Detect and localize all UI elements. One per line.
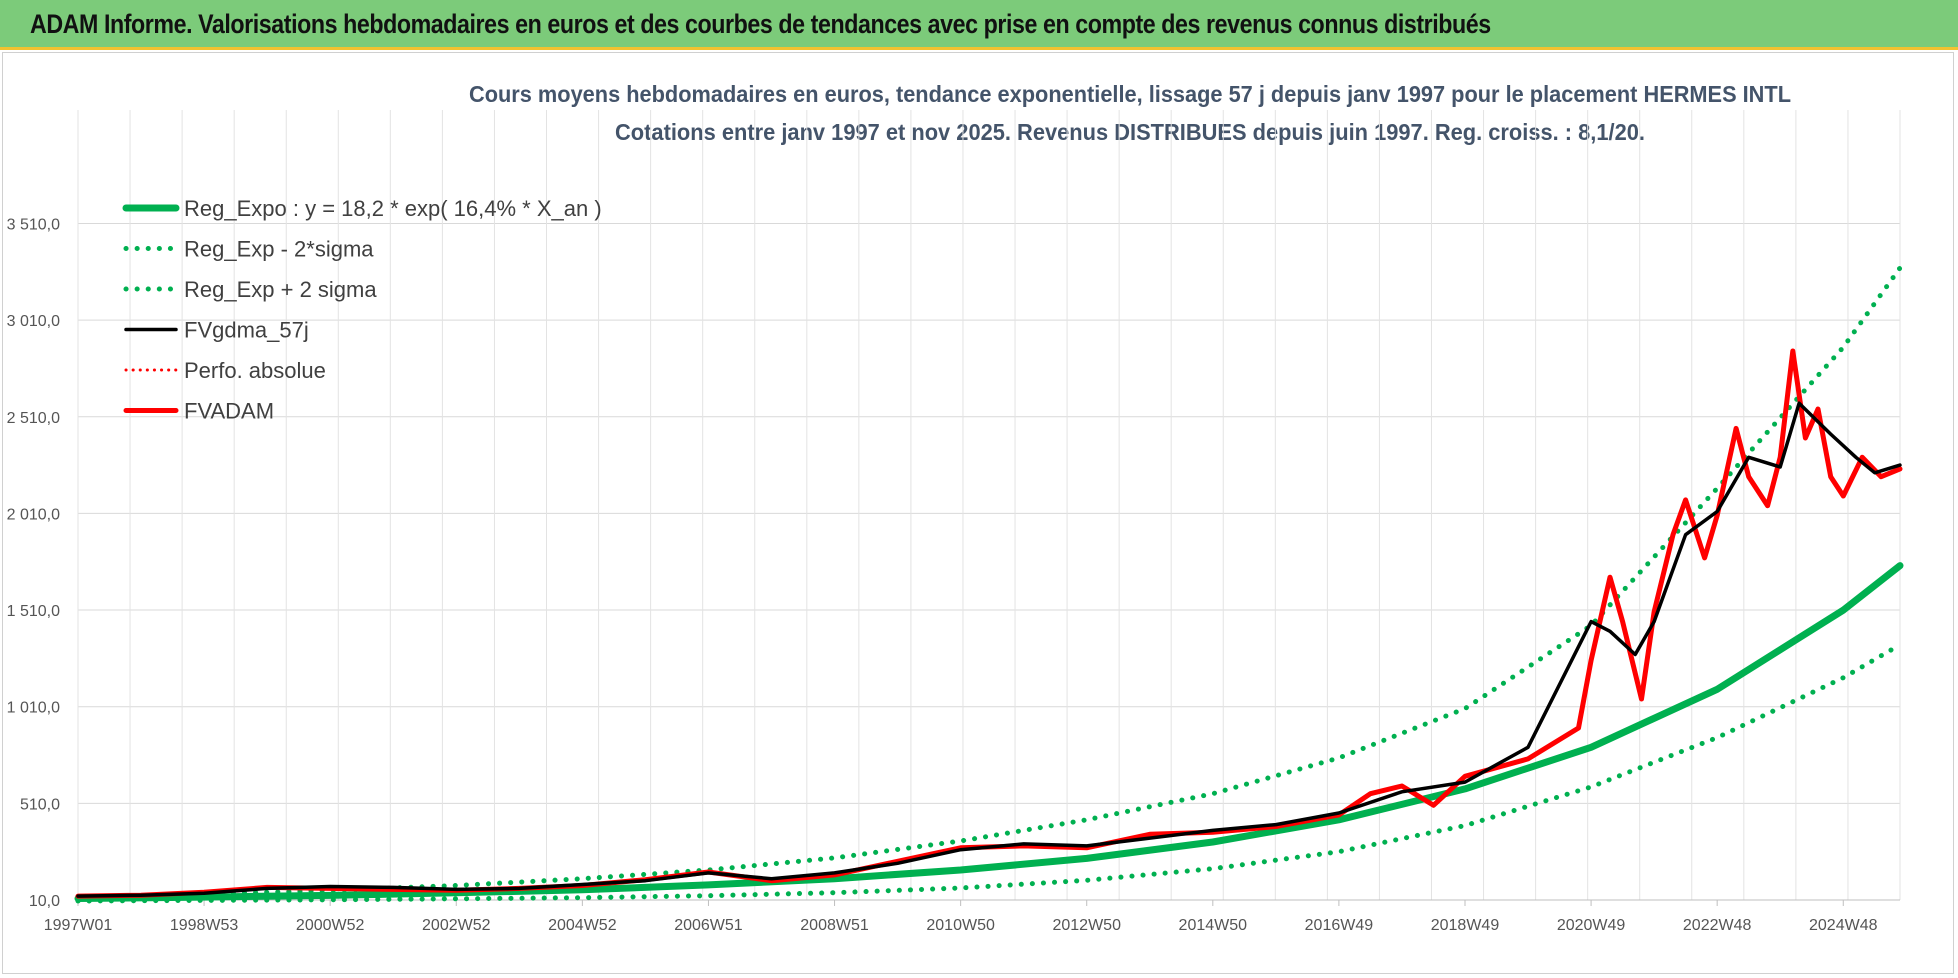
x-tick-label: 2024W48 xyxy=(1809,917,1878,934)
legend-label-1: Reg_Exp - 2*sigma xyxy=(184,237,374,262)
legend-label-2: Reg_Exp + 2 sigma xyxy=(184,277,377,302)
y-axis-ticks: 10,0 510,0 1 010,0 1 510,0 2 010,0 2 510,0 3 0… xyxy=(7,216,60,910)
series-line-0 xyxy=(74,562,1904,902)
x-tick-label: 2016W49 xyxy=(1305,917,1374,934)
chart-frame xyxy=(2,52,1954,974)
x-tick-label: 2008W51 xyxy=(800,917,869,934)
header-title: ADAM Informe. Valorisations hebdomadaire… xyxy=(30,9,1491,39)
series-line-5 xyxy=(75,348,1903,899)
y-tick-label: 1 510,0 xyxy=(7,603,60,620)
x-tick-label: 2002W52 xyxy=(422,917,491,934)
legend-label-0: Reg_Expo : y = 18,2 * exp( 16,4% * X_an … xyxy=(184,196,602,221)
chart-title-line-1: Cours moyens hebdomadaires en euros, ten… xyxy=(469,81,1791,107)
grid xyxy=(77,110,1901,901)
chart-title-line-2: Cotations entre janv 1997 et nov 2025. R… xyxy=(615,119,1645,145)
series-line-3 xyxy=(76,401,1902,898)
legend-label-4: Perfo. absolue xyxy=(184,358,326,383)
x-tick-label: 2022W48 xyxy=(1683,917,1752,934)
x-tick-label: 2006W51 xyxy=(674,917,743,934)
y-tick-label: 10,0 xyxy=(29,893,60,910)
legend-label-5: FVADAM xyxy=(184,399,274,424)
series-lines xyxy=(74,265,1904,904)
x-tick-label: 1997W01 xyxy=(44,917,113,934)
y-tick-label: 2 510,0 xyxy=(7,410,60,427)
legend-label-3: FVgdma_57j xyxy=(184,318,309,343)
series-line-2 xyxy=(75,265,1903,900)
x-tick-label: 2018W49 xyxy=(1431,917,1500,934)
x-axis-ticks: 1997W01 1998W53 2000W52 2002W52 2004W52 2006W… xyxy=(44,900,1878,934)
x-tick-label: 1998W53 xyxy=(170,917,239,934)
x-tick-label: 2012W50 xyxy=(1052,917,1121,934)
y-tick-label: 2 010,0 xyxy=(7,506,60,523)
x-tick-label: 2000W52 xyxy=(296,917,365,934)
x-tick-label: 2004W52 xyxy=(548,917,617,934)
series-line-1 xyxy=(75,642,1903,904)
header-bar: ADAM Informe. Valorisations hebdomadaire… xyxy=(0,0,1958,50)
x-tick-label: 2010W50 xyxy=(926,917,995,934)
y-tick-label: 3 510,0 xyxy=(7,216,60,233)
x-tick-label: 2020W49 xyxy=(1557,917,1626,934)
y-tick-label: 1 010,0 xyxy=(7,700,60,717)
y-tick-label: 3 010,0 xyxy=(7,313,60,330)
x-tick-label: 2014W50 xyxy=(1179,917,1248,934)
legend: Reg_Expo : y = 18,2 * exp( 16,4% * X_an … xyxy=(122,196,602,424)
y-tick-label: 510,0 xyxy=(20,796,60,813)
